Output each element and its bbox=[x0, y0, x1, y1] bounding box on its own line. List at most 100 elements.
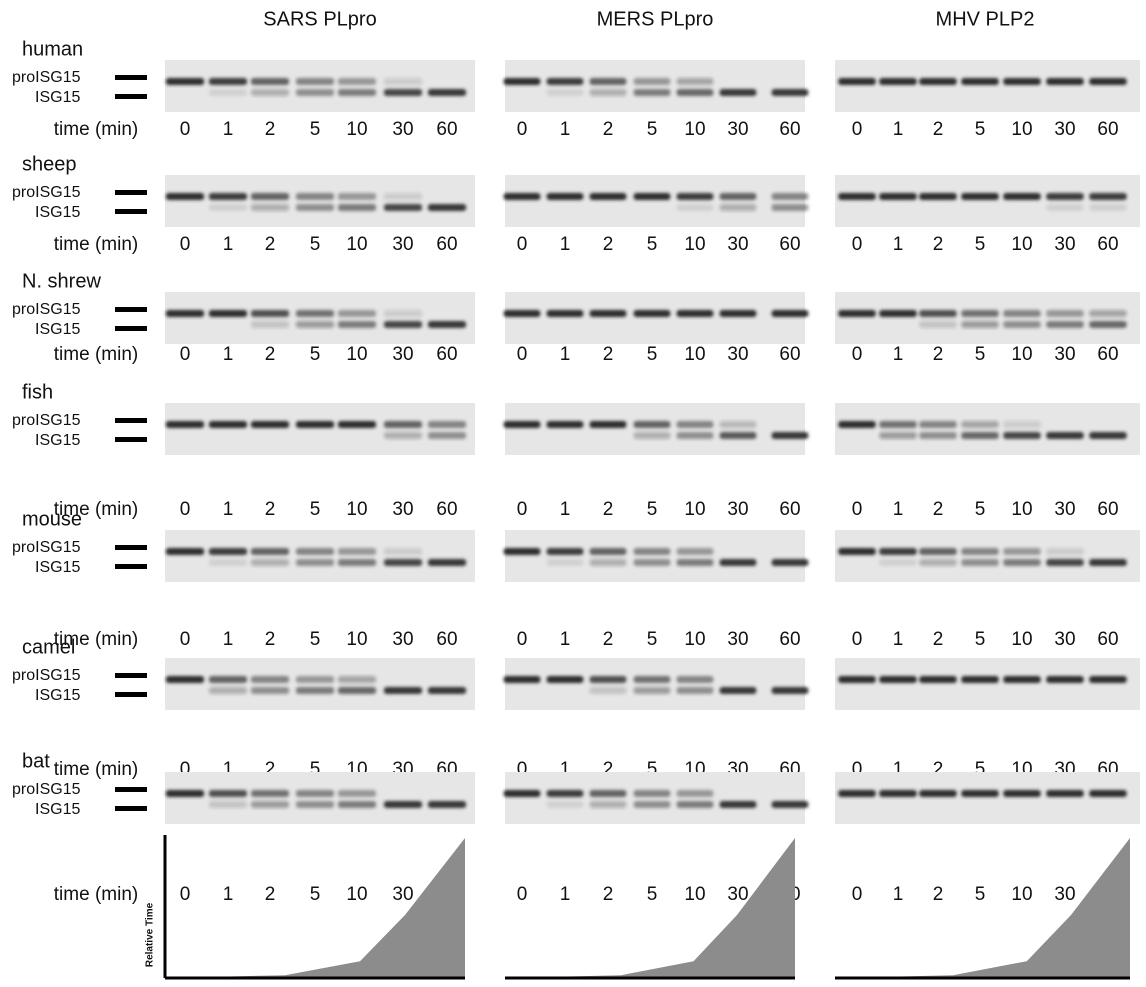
band-upper bbox=[677, 676, 714, 683]
time-tick: 10 bbox=[684, 234, 705, 255]
band-upper bbox=[209, 193, 247, 200]
band-lower bbox=[720, 801, 757, 808]
time-tick: 1 bbox=[560, 234, 571, 255]
band-upper bbox=[251, 310, 289, 317]
time-label: time (min) bbox=[54, 234, 138, 255]
band-upper bbox=[961, 310, 999, 317]
band-upper bbox=[720, 421, 757, 428]
band-lower bbox=[961, 321, 999, 328]
time-tick: 5 bbox=[310, 884, 321, 905]
relative-time-label: Relative Time bbox=[145, 902, 156, 967]
time-tick: 2 bbox=[603, 234, 614, 255]
time-tick: 10 bbox=[684, 884, 705, 905]
gel-background bbox=[505, 175, 805, 227]
time-tick: 1 bbox=[223, 344, 234, 365]
time-tick: 60 bbox=[779, 234, 800, 255]
band-upper bbox=[209, 548, 247, 555]
band-marker-lower bbox=[115, 806, 147, 811]
band-upper bbox=[720, 310, 757, 317]
gel-background bbox=[165, 175, 475, 227]
gel-background bbox=[505, 772, 805, 824]
band-upper bbox=[677, 421, 714, 428]
time-tick: 30 bbox=[392, 119, 413, 140]
time-tick: 0 bbox=[852, 629, 863, 650]
time-tick: 30 bbox=[392, 499, 413, 520]
time-tick: 30 bbox=[392, 629, 413, 650]
gel-background bbox=[165, 292, 475, 344]
band-upper bbox=[1003, 78, 1041, 85]
band-lower bbox=[1089, 204, 1127, 211]
time-tick: 10 bbox=[684, 629, 705, 650]
band-lower bbox=[677, 687, 714, 694]
band-upper bbox=[590, 676, 627, 683]
time-tick: 30 bbox=[1054, 629, 1075, 650]
band-lower bbox=[338, 321, 376, 328]
band-upper bbox=[1046, 676, 1084, 683]
band-upper bbox=[1046, 193, 1084, 200]
band-upper bbox=[384, 310, 422, 317]
time-tick: 2 bbox=[933, 344, 944, 365]
band-upper bbox=[634, 310, 671, 317]
time-tick: 10 bbox=[684, 119, 705, 140]
band-label-upper: proISG15 bbox=[12, 781, 81, 798]
time-tick: 5 bbox=[310, 629, 321, 650]
band-upper bbox=[919, 790, 957, 797]
time-tick: 30 bbox=[1054, 119, 1075, 140]
band-upper bbox=[961, 78, 999, 85]
time-tick: 10 bbox=[1011, 499, 1032, 520]
band-upper bbox=[1089, 78, 1127, 85]
band-marker-lower bbox=[115, 564, 147, 569]
band-lower bbox=[384, 321, 422, 328]
band-lower bbox=[720, 204, 757, 211]
band-marker-upper bbox=[115, 75, 147, 80]
band-lower bbox=[296, 687, 334, 694]
time-tick: 30 bbox=[392, 344, 413, 365]
band-lower bbox=[772, 801, 809, 808]
time-tick: 10 bbox=[1011, 629, 1032, 650]
time-tick: 0 bbox=[517, 344, 528, 365]
relative-time-area bbox=[505, 838, 795, 978]
band-lower bbox=[1046, 321, 1084, 328]
gel-background bbox=[505, 658, 805, 710]
time-tick: 1 bbox=[893, 499, 904, 520]
band-upper bbox=[209, 310, 247, 317]
time-tick: 5 bbox=[647, 119, 658, 140]
band-lower bbox=[961, 559, 999, 566]
time-tick: 2 bbox=[265, 629, 276, 650]
band-lower bbox=[634, 687, 671, 694]
time-tick: 2 bbox=[265, 344, 276, 365]
band-lower bbox=[251, 559, 289, 566]
species-label: sheep bbox=[22, 153, 77, 175]
band-upper bbox=[209, 78, 247, 85]
band-upper bbox=[209, 676, 247, 683]
band-lower bbox=[772, 204, 809, 211]
band-label-lower: ISG15 bbox=[35, 321, 80, 338]
time-tick: 1 bbox=[893, 344, 904, 365]
band-upper bbox=[251, 676, 289, 683]
band-lower bbox=[338, 204, 376, 211]
band-lower bbox=[772, 559, 809, 566]
gel-background bbox=[505, 60, 805, 112]
time-tick: 30 bbox=[727, 119, 748, 140]
time-tick: 5 bbox=[310, 119, 321, 140]
gel-background bbox=[505, 403, 805, 455]
band-upper bbox=[338, 676, 376, 683]
band-upper bbox=[338, 310, 376, 317]
band-upper bbox=[504, 193, 541, 200]
band-upper bbox=[296, 193, 334, 200]
column-title: MHV PLP2 bbox=[936, 8, 1035, 30]
band-lower bbox=[547, 559, 584, 566]
band-lower bbox=[384, 89, 422, 96]
gel-background bbox=[505, 530, 805, 582]
gel-background bbox=[165, 530, 475, 582]
band-label-lower: ISG15 bbox=[35, 801, 80, 818]
band-lower bbox=[251, 801, 289, 808]
time-tick: 60 bbox=[1097, 119, 1118, 140]
time-tick: 30 bbox=[727, 499, 748, 520]
band-lower bbox=[296, 559, 334, 566]
band-lower bbox=[296, 321, 334, 328]
band-lower bbox=[677, 204, 714, 211]
band-label-upper: proISG15 bbox=[12, 184, 81, 201]
time-tick: 60 bbox=[436, 499, 457, 520]
band-upper bbox=[547, 790, 584, 797]
